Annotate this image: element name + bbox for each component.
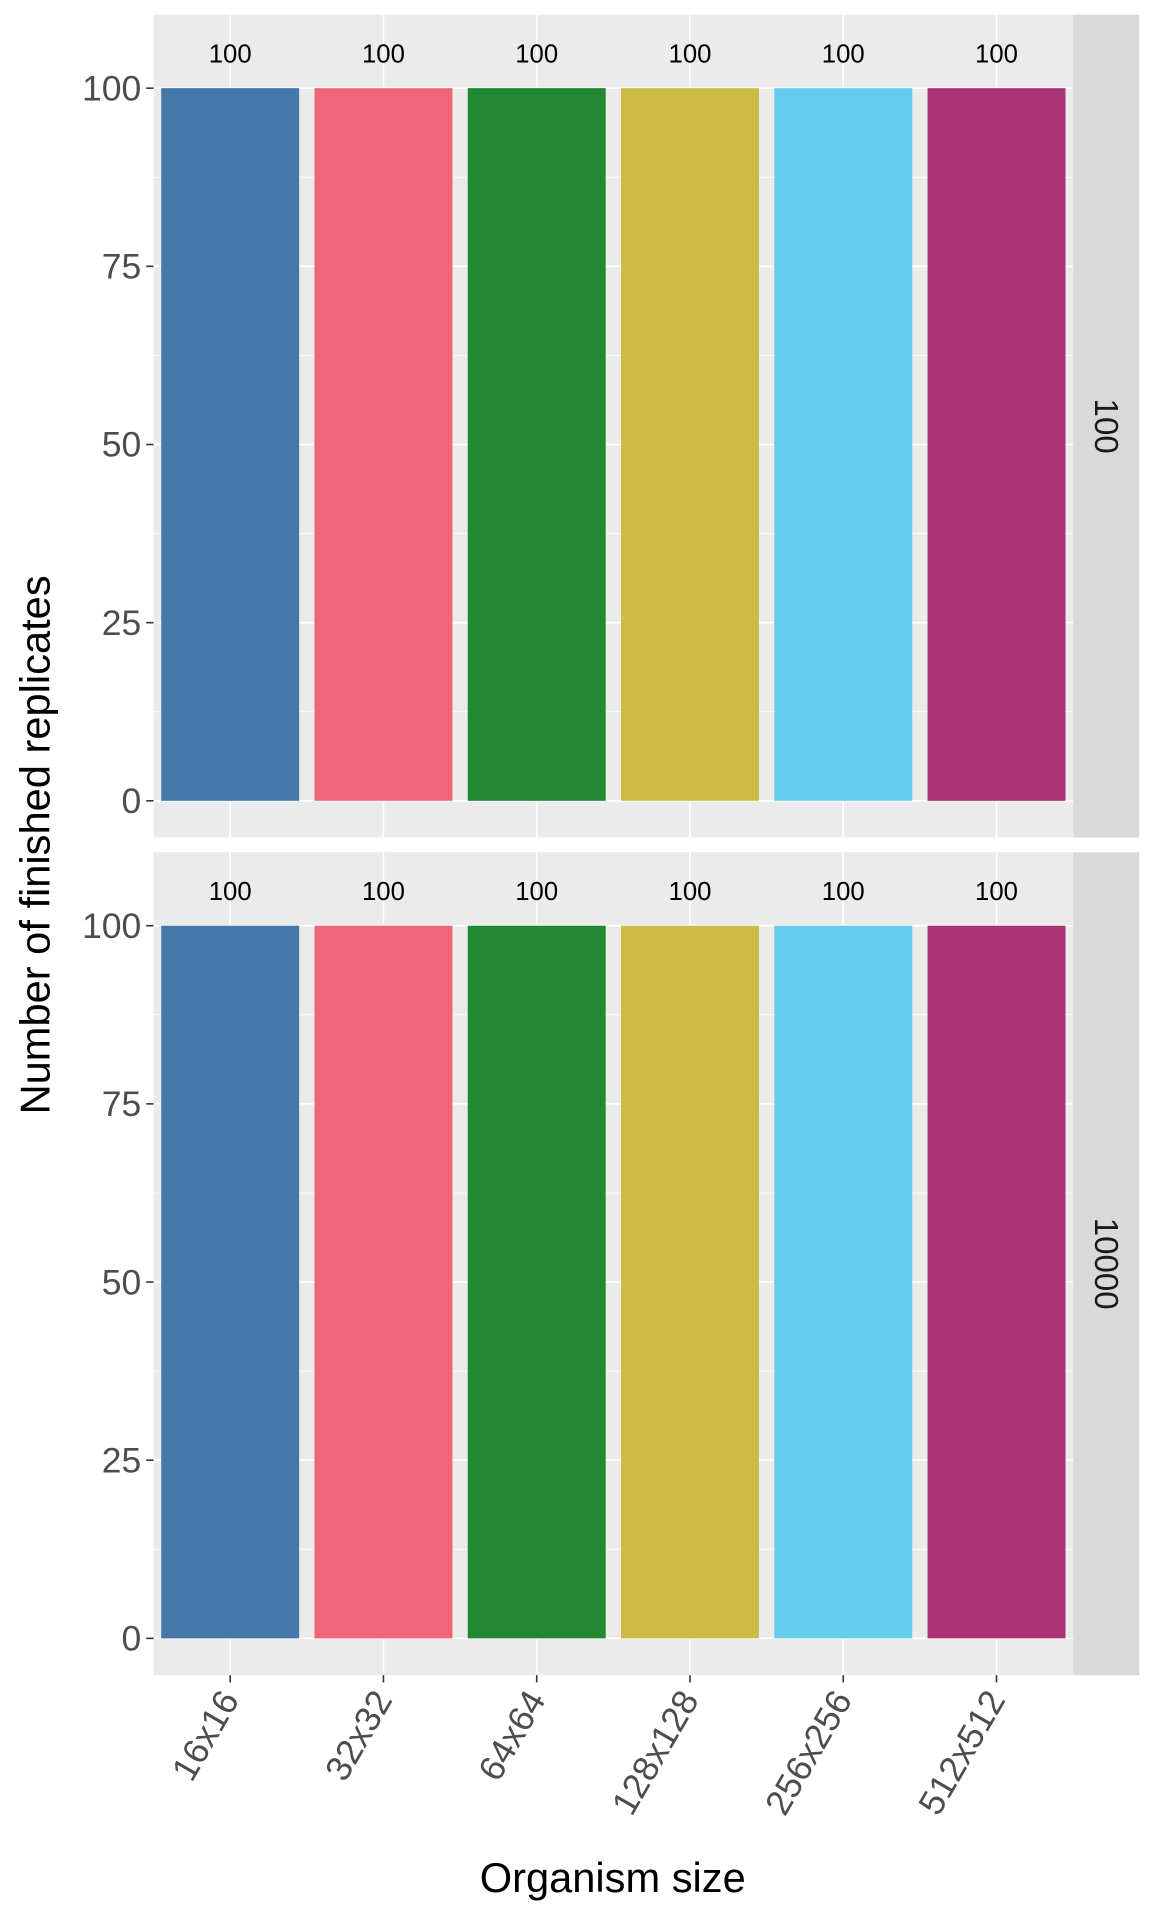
bar-32x32: [314, 88, 453, 801]
data-label: 100: [515, 40, 558, 68]
facet-strip-label: 10000: [1087, 1218, 1124, 1310]
data-label: 100: [669, 40, 712, 68]
y-tick-label: 75: [102, 247, 142, 287]
facet-strip: [1073, 14, 1140, 838]
bar-16x16: [161, 88, 300, 801]
y-tick-label: 0: [122, 1619, 142, 1659]
y-tick-label: 100: [82, 68, 141, 108]
y-tick-label: 100: [82, 906, 141, 946]
y-axis-title: Number of finished replicates: [11, 575, 58, 1114]
facet-strip: [1073, 852, 1140, 1676]
y-tick-label: 50: [102, 1262, 142, 1302]
bar-16x16: [161, 925, 300, 1639]
data-label: 100: [209, 878, 252, 906]
bar-32x32: [314, 925, 453, 1639]
x-tick-label: 32x32: [317, 1684, 400, 1788]
data-label: 100: [362, 878, 405, 906]
bar-512x512: [927, 925, 1066, 1639]
bar-512x512: [927, 88, 1066, 801]
data-label: 100: [209, 40, 252, 68]
x-tick-label: 64x64: [470, 1684, 553, 1788]
bar-256x256: [774, 88, 913, 801]
bar-128x128: [621, 88, 759, 801]
y-tick-label: 25: [102, 1440, 142, 1480]
data-label: 100: [822, 878, 865, 906]
data-label: 100: [515, 878, 558, 906]
panel-background: [153, 14, 1074, 838]
x-tick-label: 16x16: [164, 1684, 247, 1788]
x-tick-label: 256x256: [757, 1684, 860, 1822]
x-tick-label: 128x128: [604, 1684, 707, 1822]
facet-panel-10000: 0 25 50 75 100 100 100 100 100 100 100 10000: [82, 852, 1140, 1676]
y-tick-label: 25: [102, 603, 142, 643]
bar-64x64: [467, 925, 606, 1639]
data-label: 100: [669, 878, 712, 906]
facet-strip-label: 100: [1087, 399, 1124, 454]
bar-128x128: [621, 925, 759, 1639]
y-tick-label: 50: [102, 425, 142, 465]
data-label: 100: [975, 878, 1018, 906]
data-label: 100: [822, 40, 865, 68]
bar-64x64: [467, 88, 606, 801]
data-label: 100: [975, 40, 1018, 68]
bar-256x256: [774, 925, 913, 1639]
x-axis-title: Organism size: [480, 1854, 746, 1901]
data-label: 100: [362, 40, 405, 68]
y-tick-label: 0: [122, 781, 142, 821]
x-tick-label: 512x512: [910, 1684, 1013, 1822]
facet-panel-100: 0 25 50 75 100 100 100 100 100 100 100 100: [82, 14, 1140, 838]
y-tick-label: 75: [102, 1084, 142, 1124]
panel-background: [153, 852, 1074, 1676]
